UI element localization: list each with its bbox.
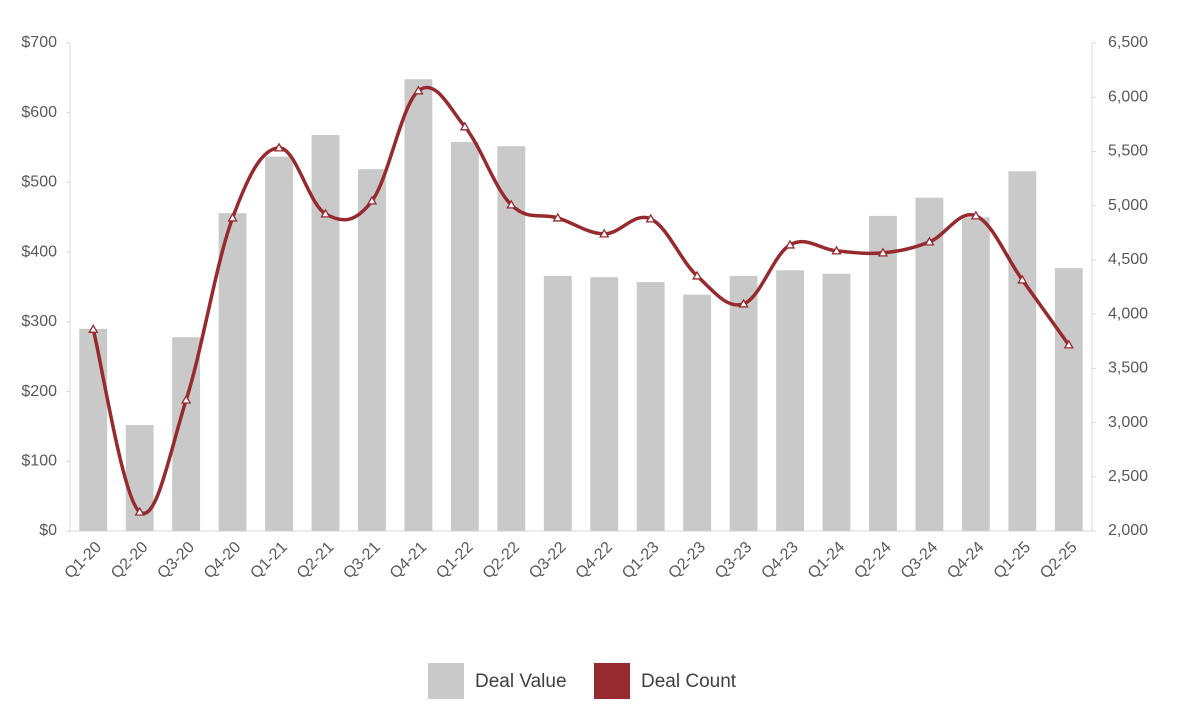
marker xyxy=(970,210,981,220)
marker xyxy=(88,323,99,333)
x-tick-label: Q3-20 xyxy=(154,539,198,583)
marker xyxy=(134,506,145,516)
x-tick-label: Q2-24 xyxy=(851,539,895,583)
x-tick-label: Q3-24 xyxy=(898,539,942,583)
bar xyxy=(729,275,758,531)
marker xyxy=(320,208,331,218)
legend-label: Deal Value xyxy=(475,671,567,692)
y-tick-label: $300 xyxy=(21,313,57,330)
y2-tick-label: 2,000 xyxy=(1108,522,1148,539)
marker xyxy=(1063,339,1074,349)
x-tick-label: Q4-22 xyxy=(573,539,617,583)
bar xyxy=(450,141,479,531)
x-tick-label: Q2-20 xyxy=(108,539,152,583)
bar xyxy=(822,273,851,531)
x-tick-label: Q2-22 xyxy=(480,539,524,583)
bar xyxy=(311,135,340,531)
bar xyxy=(636,282,665,531)
x-tick-label: Q1-25 xyxy=(991,539,1035,583)
marker xyxy=(877,247,889,257)
x-tick-label: Q4-21 xyxy=(387,539,431,583)
y-tick-label: $0 xyxy=(39,522,57,539)
marker xyxy=(181,394,192,404)
marker xyxy=(227,212,238,222)
marker xyxy=(599,228,610,238)
legend-swatch xyxy=(428,663,464,699)
bar xyxy=(776,270,804,531)
marker xyxy=(506,199,517,209)
x-tick-label: Q1-24 xyxy=(805,539,849,583)
marker xyxy=(692,270,703,280)
y-tick-label: $600 xyxy=(21,104,57,121)
y2-tick-label: 3,500 xyxy=(1108,360,1148,377)
y-tick-label: $200 xyxy=(21,383,57,400)
x-tick-label: Q3-22 xyxy=(526,539,570,583)
bar xyxy=(265,156,293,532)
bar xyxy=(961,217,990,532)
bar xyxy=(79,328,108,531)
marker xyxy=(413,85,424,95)
x-tick-label: Q3-21 xyxy=(340,539,384,583)
bar xyxy=(915,197,944,531)
x-tick-label: Q4-23 xyxy=(758,539,802,583)
marker xyxy=(924,236,935,246)
bar xyxy=(358,169,386,531)
y2-tick-label: 6,500 xyxy=(1108,34,1148,51)
x-tick-label: Q4-20 xyxy=(201,539,245,583)
legend-label: Deal Count xyxy=(641,671,737,692)
y2-tick-label: 2,500 xyxy=(1108,468,1148,485)
bar xyxy=(683,294,712,531)
bar xyxy=(869,215,897,532)
y2-tick-label: 5,000 xyxy=(1108,197,1148,214)
y2-tick-label: 4,500 xyxy=(1108,251,1148,268)
marker xyxy=(1017,274,1028,284)
x-tick-label: Q4-24 xyxy=(944,539,988,583)
legend-swatch xyxy=(594,663,630,699)
x-tick-label: Q3-23 xyxy=(712,539,756,583)
x-tick-label: Q1-22 xyxy=(433,539,477,583)
bar xyxy=(1054,268,1083,531)
line xyxy=(91,85,1071,516)
bar xyxy=(1008,171,1037,531)
marker xyxy=(459,121,470,131)
marker xyxy=(831,245,842,255)
x-tick-label: Q2-23 xyxy=(665,539,709,583)
y2-tick-label: 3,000 xyxy=(1108,414,1148,431)
y2-tick-label: 5,500 xyxy=(1108,143,1148,160)
x-tick-label: Q1-23 xyxy=(619,539,663,583)
y-tick-label: $100 xyxy=(21,453,57,470)
marker xyxy=(552,212,563,222)
bar xyxy=(218,213,247,532)
y2-tick-label: 4,000 xyxy=(1108,305,1148,322)
marker xyxy=(366,195,378,205)
marker xyxy=(784,239,796,249)
marker xyxy=(645,213,656,223)
marker xyxy=(738,298,749,308)
x-tick-label: Q1-20 xyxy=(62,539,106,583)
bar xyxy=(543,275,572,531)
bar xyxy=(404,79,433,531)
y-tick-label: $500 xyxy=(21,174,57,191)
y2-tick-label: 6,000 xyxy=(1108,88,1148,105)
marker xyxy=(273,142,285,152)
x-tick-label: Q2-21 xyxy=(294,539,338,583)
bar xyxy=(590,277,619,531)
y-tick-label: $400 xyxy=(21,243,57,260)
x-tick-label: Q1-21 xyxy=(247,539,291,583)
y-tick-label: $700 xyxy=(21,34,57,51)
x-tick-label: Q2-25 xyxy=(1037,539,1081,583)
